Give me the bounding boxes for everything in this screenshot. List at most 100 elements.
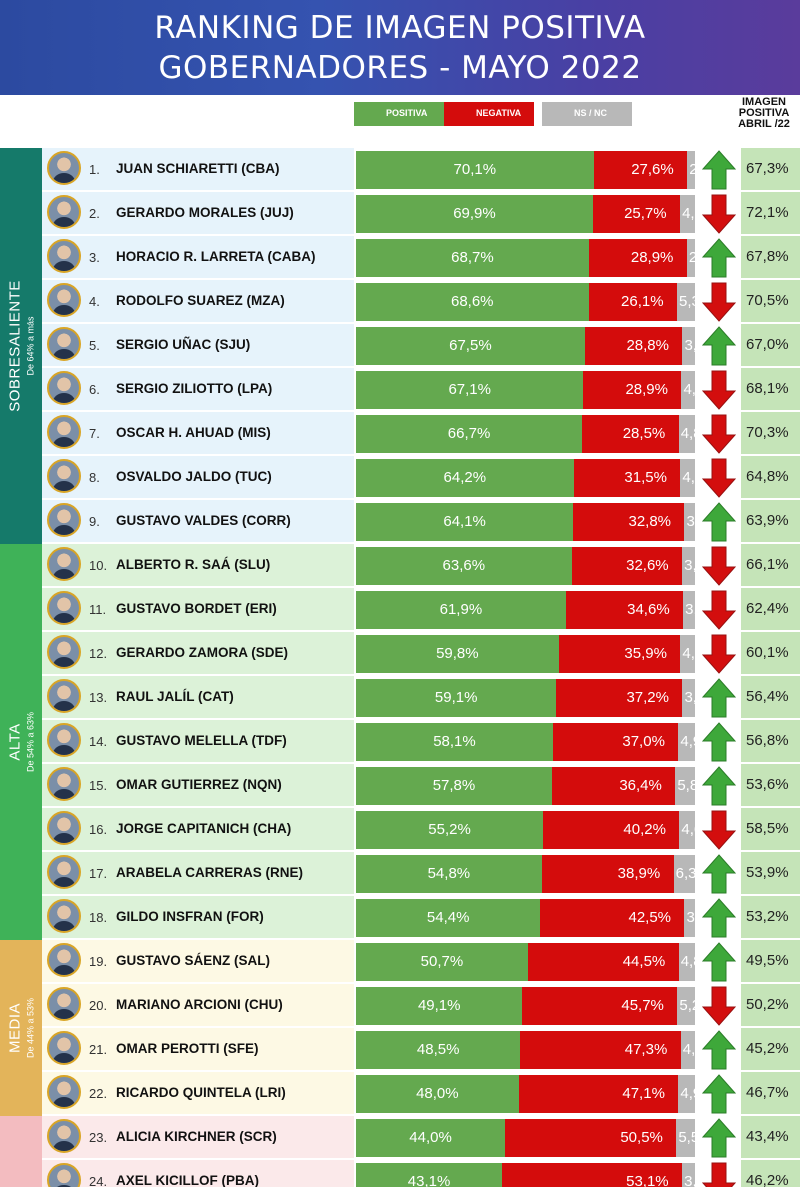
avatar bbox=[47, 1163, 81, 1187]
bar-positiva bbox=[356, 239, 589, 277]
governor-name: RICARDO QUINTELA (LRI) bbox=[116, 1085, 286, 1100]
label-nsnc: 4,8 bbox=[680, 953, 702, 970]
row-background bbox=[42, 368, 354, 410]
previous-cell bbox=[741, 632, 800, 674]
label-positiva: 48,0% bbox=[416, 1085, 459, 1102]
label-negativa: 32,6% bbox=[626, 557, 669, 574]
label-negativa: 28,9% bbox=[625, 381, 668, 398]
bar-nsnc bbox=[682, 1163, 695, 1187]
avatar bbox=[47, 899, 81, 933]
label-positiva: 59,1% bbox=[434, 689, 478, 706]
trend-down-arrow-icon bbox=[701, 985, 737, 1027]
bar-positiva bbox=[356, 1075, 519, 1113]
rank-number: 6. bbox=[89, 382, 100, 397]
governor-name: OSCAR H. AHUAD (MIS) bbox=[116, 425, 271, 440]
label-positiva: 50,7% bbox=[420, 953, 464, 970]
avatar-body bbox=[53, 1185, 75, 1187]
bar-positiva bbox=[356, 679, 557, 717]
previous-value: 53,2% bbox=[746, 908, 789, 925]
previous-cell bbox=[741, 412, 800, 454]
legend-swatch bbox=[444, 102, 534, 126]
avatar bbox=[47, 1031, 81, 1065]
bar-negativa bbox=[573, 503, 685, 541]
category-label: MEDIA De 44% a 53% bbox=[7, 998, 36, 1058]
label-nsnc: 5,2 bbox=[679, 997, 701, 1014]
row-background bbox=[42, 280, 354, 322]
avatar bbox=[47, 635, 81, 669]
governor-name: RODOLFO SUAREZ (MZA) bbox=[116, 293, 285, 308]
rank-number: 8. bbox=[89, 470, 100, 485]
row-background bbox=[42, 1028, 354, 1070]
row-background bbox=[42, 412, 354, 454]
label-negativa: 28,5% bbox=[622, 425, 666, 442]
avatar-body bbox=[53, 657, 75, 667]
previous-cell bbox=[741, 192, 800, 234]
governor-name: ALICIA KIRCHNER (SCR) bbox=[116, 1129, 277, 1144]
previous-value: 49,5% bbox=[746, 952, 789, 969]
legend-label: NS / NC bbox=[574, 108, 608, 118]
label-negativa: 50,5% bbox=[620, 1129, 663, 1146]
rank-number: 5. bbox=[89, 338, 100, 353]
previous-cell bbox=[741, 984, 800, 1026]
previous-value: 46,2% bbox=[746, 1172, 789, 1187]
bar-negativa bbox=[543, 811, 680, 849]
label-nsnc: 3,1 bbox=[686, 513, 703, 530]
avatar-body bbox=[53, 965, 75, 975]
rank-number: 7. bbox=[89, 426, 100, 441]
label-positiva: 64,2% bbox=[443, 469, 487, 486]
previous-value: 50,2% bbox=[746, 996, 789, 1013]
category-label: ALTA De 54% a 63% bbox=[7, 712, 36, 772]
label-positiva: 54,8% bbox=[427, 865, 471, 882]
previous-value: 68,1% bbox=[746, 380, 789, 397]
label-nsnc: 4,4 bbox=[682, 205, 703, 222]
label-negativa: 47,1% bbox=[622, 1085, 665, 1102]
bar-nsnc bbox=[678, 1075, 695, 1113]
category-range: De 54% a 63% bbox=[25, 711, 36, 773]
label-nsnc: 3,7 bbox=[684, 689, 703, 706]
trend-down-arrow-icon bbox=[701, 809, 737, 851]
row-background bbox=[42, 324, 354, 366]
legend-swatch bbox=[542, 102, 632, 126]
label-nsnc: 4,2 bbox=[682, 1041, 703, 1058]
label-positiva: 63,6% bbox=[442, 557, 486, 574]
avatar bbox=[47, 987, 81, 1021]
bar-positiva bbox=[356, 503, 574, 541]
bar-nsnc bbox=[678, 415, 695, 453]
label-negativa: 25,7% bbox=[624, 205, 667, 222]
row-background bbox=[42, 984, 354, 1026]
trend-down-arrow-icon bbox=[701, 281, 737, 323]
label-positiva: 44,0% bbox=[409, 1129, 452, 1146]
row-background bbox=[42, 720, 354, 762]
previous-value: 53,6% bbox=[746, 776, 789, 793]
bar-positiva bbox=[356, 1119, 506, 1157]
governor-name: ARABELA CARRERAS (RNE) bbox=[116, 865, 303, 880]
category-name: MEDIA bbox=[6, 1002, 24, 1054]
label-negativa: 44,5% bbox=[622, 953, 666, 970]
rank-number: 18. bbox=[89, 910, 108, 925]
governor-name: GERARDO MORALES (JUJ) bbox=[116, 205, 294, 220]
category-range: De 64% a más bbox=[25, 316, 36, 376]
avatar bbox=[47, 679, 81, 713]
bar-nsnc bbox=[687, 151, 695, 189]
bar-positiva bbox=[356, 1163, 503, 1187]
bar-negativa bbox=[520, 1031, 681, 1069]
bar-positiva bbox=[356, 283, 589, 321]
governor-name: GUSTAVO SÁENZ (SAL) bbox=[116, 953, 270, 968]
bar-nsnc bbox=[682, 327, 695, 365]
previous-cell bbox=[741, 764, 800, 806]
previous-value: 45,2% bbox=[746, 1040, 789, 1057]
previous-value: 46,7% bbox=[746, 1084, 789, 1101]
category-band: SOBRESALIENTE De 64% a más bbox=[0, 148, 42, 544]
bar-positiva bbox=[356, 855, 542, 893]
bar-positiva bbox=[356, 195, 593, 233]
avatar-body bbox=[53, 1009, 75, 1019]
previous-cell bbox=[741, 148, 800, 190]
bar-nsnc bbox=[680, 1031, 695, 1069]
rank-number: 11. bbox=[89, 602, 107, 617]
governor-name: OMAR GUTIERREZ (NQN) bbox=[116, 777, 282, 792]
category-range: De 44% a 53% bbox=[25, 997, 36, 1059]
bar-negativa bbox=[571, 547, 683, 585]
label-nsnc: 6,3 bbox=[675, 865, 697, 882]
avatar bbox=[47, 327, 81, 361]
avatar-body bbox=[53, 261, 75, 271]
